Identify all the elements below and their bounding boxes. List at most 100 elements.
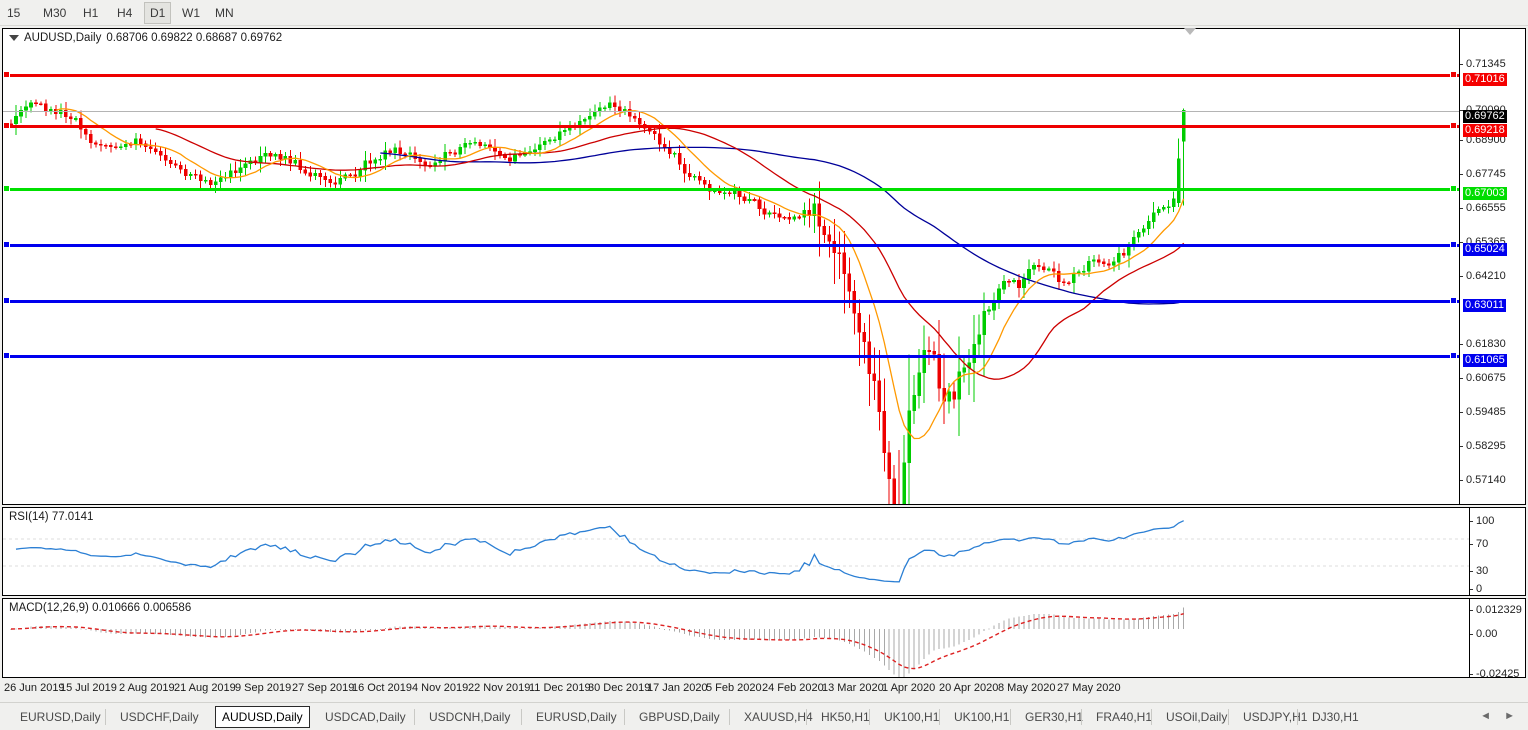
tab-divider: [939, 709, 940, 725]
price-badge-current-bid: 0.69762: [1463, 110, 1507, 123]
date-axis-label: 15 Jul 2019: [60, 682, 117, 694]
rsi-scale: 100 70 30 0: [1469, 508, 1525, 595]
date-axis-label: 27 Sep 2019: [292, 682, 355, 694]
macd-tick-mark: [1470, 634, 1473, 635]
symbol-tab-hk50-h1[interactable]: HK50,H1: [821, 710, 870, 724]
date-axis-label: 8 May 2020: [998, 682, 1056, 694]
line-handle-071016-left[interactable]: [3, 71, 10, 78]
support-line-067003[interactable]: [3, 188, 1459, 191]
timeframe-button-h4[interactable]: H4: [117, 6, 133, 20]
date-axis-label: 27 May 2020: [1057, 682, 1121, 694]
date-axis-label: 2 Aug 2019: [119, 682, 175, 694]
symbol-tab-fra40-h1[interactable]: FRA40,H1: [1096, 710, 1153, 724]
ma-slow-line: [380, 146, 1184, 305]
price-tick-label: 0.66555: [1466, 202, 1506, 214]
rsi-tick-label: 100: [1476, 515, 1495, 527]
timeframe-button-h1[interactable]: H1: [83, 6, 99, 20]
support-line-065024[interactable]: [3, 244, 1459, 247]
date-axis-label: 5 Feb 2020: [706, 682, 762, 694]
price-badge-support: 0.61065: [1463, 354, 1507, 367]
line-handle-069218-left[interactable]: [3, 122, 10, 129]
line-handle-071016-right[interactable]: [1450, 71, 1457, 78]
symbol-tab-xauusd-h4[interactable]: XAUUSD,H4: [744, 710, 813, 724]
price-tick-label: 0.60675: [1466, 372, 1506, 384]
date-axis-label: 24 Feb 2020: [762, 682, 824, 694]
candlestick-series: [9, 95, 1186, 504]
price-tick-label: 0.65365: [1466, 236, 1506, 248]
price-plot-area[interactable]: AUDUSD,Daily 0.68706 0.69822 0.68687 0.6…: [3, 29, 1459, 504]
resistance-line-071016[interactable]: [3, 74, 1459, 77]
price-tick-mark: [1460, 378, 1463, 379]
macd-indicator-pane[interactable]: MACD(12,26,9) 0.010666 0.006586 0.012329…: [2, 598, 1526, 680]
price-tick-mark: [1460, 412, 1463, 413]
symbol-tab-gbpusd-daily[interactable]: GBPUSD,Daily: [639, 710, 720, 724]
date-axis: 26 Jun 2019 15 Jul 2019 2 Aug 2019 21 Aug 2…: [2, 680, 1526, 700]
timeframe-button-15[interactable]: 15: [7, 6, 21, 20]
price-tick-mark: [1460, 140, 1463, 141]
price-badge-resistance: 0.71016: [1463, 73, 1507, 86]
current-price-line: [3, 111, 1459, 112]
symbol-tab-usdcnh-daily[interactable]: USDCNH,Daily: [429, 710, 511, 724]
price-chart-pane[interactable]: AUDUSD,Daily 0.68706 0.69822 0.68687 0.6…: [2, 28, 1526, 554]
date-axis-label: 9 Sep 2019: [235, 682, 292, 694]
tab-divider: [1010, 709, 1011, 725]
tab-divider: [521, 709, 522, 725]
rsi-indicator-pane[interactable]: RSI(14) 77.0141 100 70 30 0: [2, 507, 1526, 596]
line-handle-069218-right[interactable]: [1450, 122, 1457, 129]
price-tick-mark: [1460, 208, 1463, 209]
tab-divider: [105, 709, 106, 725]
symbol-tab-uk100-h1[interactable]: UK100,H1: [884, 710, 940, 724]
line-handle-063011-right[interactable]: [1450, 297, 1457, 304]
line-handle-065024-left[interactable]: [3, 241, 10, 248]
macd-series: [10, 607, 1185, 677]
ma-mid-line: [155, 127, 1185, 380]
timeframe-button-w1[interactable]: W1: [182, 6, 200, 20]
rsi-label: RSI(14) 77.0141: [9, 511, 94, 523]
support-line-063011[interactable]: [3, 300, 1459, 303]
macd-tick-label: 0.00: [1476, 628, 1498, 640]
tab-divider: [1151, 709, 1152, 725]
price-tick-mark: [1460, 276, 1463, 277]
price-tick-mark: [1460, 242, 1463, 243]
symbol-tab-eurusd-daily[interactable]: EURUSD,Daily: [20, 710, 101, 724]
symbol-tab-ger30-h1[interactable]: GER30,H1: [1025, 710, 1084, 724]
timeframe-button-m30[interactable]: M30: [43, 6, 67, 20]
symbol-tab-usdcad-daily[interactable]: USDCAD,Daily: [325, 710, 406, 724]
macd-plot-area[interactable]: MACD(12,26,9) 0.010666 0.006586: [3, 599, 1469, 677]
timeframe-button-d1[interactable]: D1: [144, 2, 172, 24]
resistance-line-069218[interactable]: [3, 125, 1459, 128]
symbol-tab-eurusd-daily[interactable]: EURUSD,Daily: [536, 710, 617, 724]
price-tick-mark: [1460, 64, 1463, 65]
symbol-tab-audusd-daily[interactable]: AUDUSD,Daily: [215, 706, 310, 728]
chart-header: AUDUSD,Daily 0.68706 0.69822 0.68687 0.6…: [9, 32, 282, 44]
symbol-tab-usoil-daily[interactable]: USOil,Daily: [1166, 710, 1228, 724]
symbol-tab-uk100-h1[interactable]: UK100,H1: [954, 710, 1010, 724]
price-tick-mark: [1460, 110, 1463, 111]
date-axis-label: 17 Jan 2020: [647, 682, 708, 694]
macd-tick-mark: [1470, 610, 1473, 611]
line-handle-067003-left[interactable]: [3, 185, 10, 192]
tab-scroll-arrows[interactable]: ◄ ►: [1480, 710, 1520, 722]
rsi-tick-label: 0: [1476, 583, 1483, 595]
support-line-061065[interactable]: [3, 355, 1459, 358]
price-scale[interactable]: 0.713450.700900.689000.677450.665550.653…: [1459, 29, 1525, 554]
rsi-series: [3, 520, 1469, 583]
symbol-tab-usdjpy-h1[interactable]: USDJPY,H1: [1243, 710, 1308, 724]
macd-tick-label: 0.012329: [1476, 604, 1522, 616]
line-handle-061065-left[interactable]: [3, 352, 10, 359]
line-handle-067003-right[interactable]: [1450, 185, 1457, 192]
line-handle-061065-right[interactable]: [1450, 352, 1457, 359]
symbol-tab-usdchf-daily[interactable]: USDCHF,Daily: [120, 710, 199, 724]
line-handle-063011-left[interactable]: [3, 297, 10, 304]
timeframe-button-mn[interactable]: MN: [215, 6, 234, 20]
chart-menu-arrow-icon[interactable]: [9, 35, 19, 41]
rsi-tick-mark: [1470, 521, 1473, 522]
line-handle-065024-right[interactable]: [1450, 241, 1457, 248]
tab-divider: [1228, 709, 1229, 725]
rsi-plot-area[interactable]: RSI(14) 77.0141: [3, 508, 1469, 595]
rsi-tick-mark: [1470, 571, 1473, 572]
rsi-tick-label: 70: [1476, 538, 1489, 550]
symbol-tab-dj30-h1[interactable]: DJ30,H1: [1312, 710, 1359, 724]
rsi-tick-label: 30: [1476, 565, 1489, 577]
